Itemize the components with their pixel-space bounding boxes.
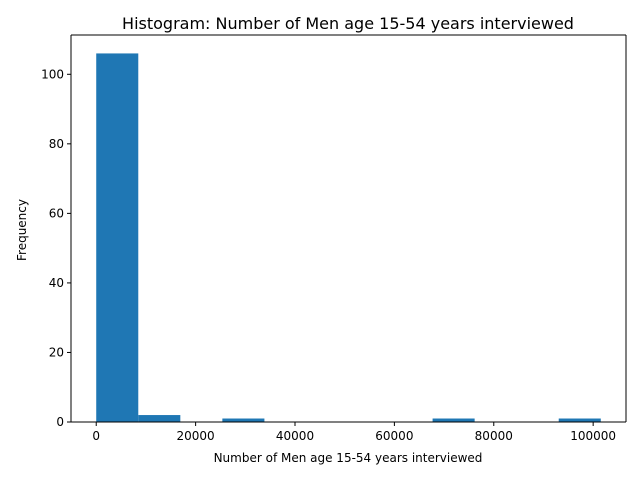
x-tick-label: 80000	[475, 429, 513, 443]
histogram-bar	[138, 415, 181, 422]
chart-title: Histogram: Number of Men age 15-54 years…	[122, 14, 574, 33]
histogram-bar	[96, 53, 139, 423]
x-tick-label: 40000	[276, 429, 314, 443]
axes-group	[70, 34, 627, 423]
histogram-bar	[432, 418, 475, 422]
x-tick-label: 100000	[570, 429, 616, 443]
y-tick-label: 40	[49, 276, 64, 290]
x-axis-label: Number of Men age 15-54 years interviewe…	[214, 451, 483, 465]
y-tick-label: 0	[56, 415, 64, 429]
y-tick-label: 100	[41, 67, 64, 81]
y-tick-label: 60	[49, 206, 64, 220]
x-tick-label: 60000	[375, 429, 413, 443]
y-axis-label: Frequency	[15, 199, 29, 261]
y-tick-label: 20	[49, 345, 64, 359]
x-ticks-group: 0 20000 40000 60000 80000 100000	[92, 422, 616, 443]
bars-group	[96, 53, 601, 423]
y-tick-label: 80	[49, 137, 64, 151]
x-tick-label: 0	[92, 429, 100, 443]
histogram-bar	[558, 418, 601, 422]
histogram-bar	[222, 418, 265, 422]
y-ticks-group: 0 20 40 60 80 100	[41, 67, 71, 429]
x-tick-label: 20000	[177, 429, 215, 443]
